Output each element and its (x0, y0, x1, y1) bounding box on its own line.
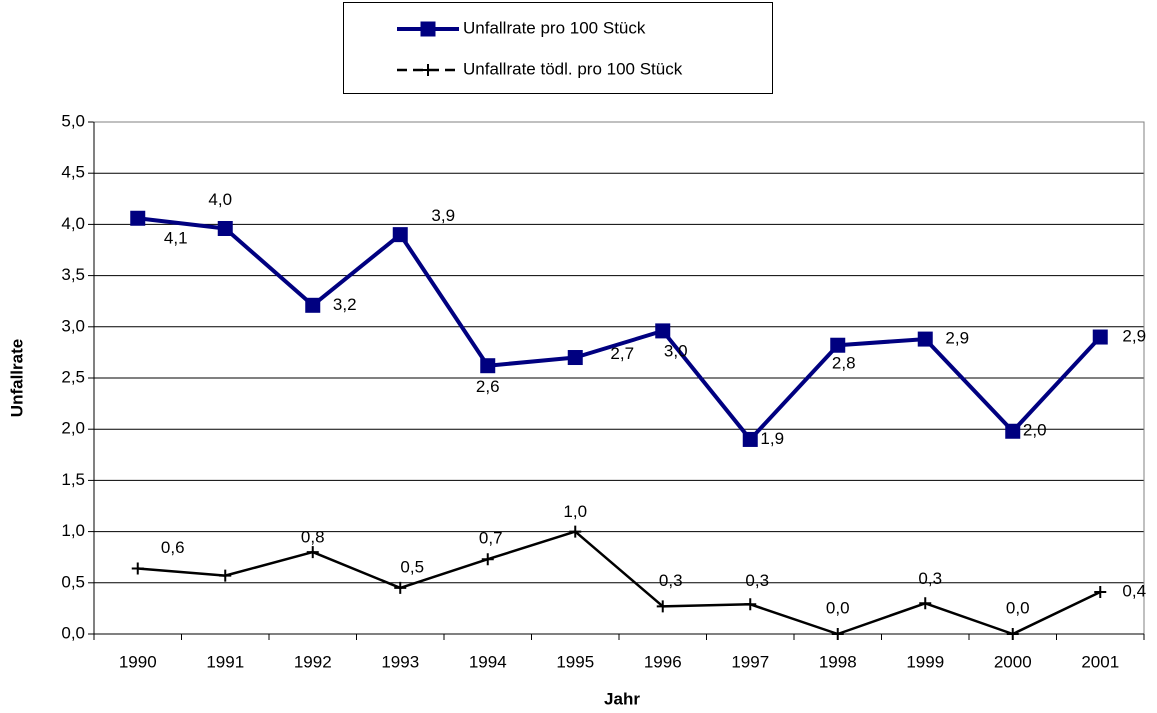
legend-label: Unfallrate pro 100 Stück (463, 18, 646, 37)
data-point (655, 323, 671, 339)
y-tick-label: 2,0 (61, 419, 85, 438)
legend-label: Unfallrate tödl. pro 100 Stück (463, 59, 683, 78)
data-point (1092, 329, 1108, 345)
x-tick-label: 1996 (644, 652, 682, 671)
data-point (306, 546, 319, 559)
x-tick-label: 1998 (819, 652, 857, 671)
data-point (394, 581, 407, 594)
x-tick-label: 1999 (906, 652, 944, 671)
y-tick-label: 4,5 (61, 163, 85, 182)
data-label: 0,6 (161, 538, 185, 557)
legend-box (343, 2, 773, 94)
data-label: 0,0 (1006, 598, 1030, 617)
y-tick-label: 4,0 (61, 214, 85, 233)
x-tick-label: 1992 (294, 652, 332, 671)
data-point (742, 431, 758, 447)
data-label: 2,7 (610, 344, 634, 363)
series-line (137, 216, 1102, 442)
y-tick-label: 1,5 (61, 470, 85, 489)
data-point (130, 210, 146, 226)
y-tick-label: 2,5 (61, 367, 85, 386)
data-point (656, 600, 669, 613)
data-label: 1,9 (760, 429, 784, 448)
data-point (1094, 586, 1107, 599)
x-tick-label: 1990 (119, 652, 157, 671)
data-label: 0,0 (826, 598, 850, 617)
data-point (219, 569, 232, 582)
x-tick-label: 1991 (206, 652, 244, 671)
data-point (1006, 628, 1019, 640)
data-label: 0,5 (400, 557, 424, 576)
y-tick-label: 3,0 (61, 316, 85, 335)
data-point (480, 358, 496, 374)
data-label: 2,9 (945, 329, 969, 348)
legend-marker (422, 64, 434, 76)
data-label: 0,4 (1122, 582, 1146, 601)
data-label: 3,9 (431, 206, 455, 225)
x-tick-label: 1997 (731, 652, 769, 671)
data-point (392, 227, 408, 243)
data-point (131, 562, 144, 575)
data-point (567, 350, 583, 366)
data-point (830, 337, 846, 353)
data-point (919, 597, 932, 610)
y-axis-title: Unfallrate (7, 339, 26, 417)
x-axis-title: Jahr (604, 689, 640, 708)
data-point (831, 628, 844, 640)
data-point (569, 525, 582, 538)
series-line (137, 530, 1101, 636)
data-label: 0,3 (918, 569, 942, 588)
x-tick-label: 1995 (556, 652, 594, 671)
data-label: 3,2 (333, 295, 357, 314)
data-label: 1,0 (563, 502, 587, 521)
y-tick-label: 0,0 (61, 623, 85, 642)
x-tick-label: 2000 (994, 652, 1032, 671)
data-label: 3,0 (664, 341, 688, 360)
y-tick-label: 5,0 (61, 111, 85, 130)
legend-marker (420, 21, 436, 37)
data-label: 0,3 (745, 571, 769, 590)
x-tick-label: 1993 (381, 652, 419, 671)
data-label: 0,8 (301, 528, 325, 547)
data-point (917, 331, 933, 347)
data-point (217, 220, 233, 236)
data-label: 2,8 (832, 354, 856, 373)
data-label: 4,0 (208, 190, 232, 209)
data-label: 0,3 (659, 571, 683, 590)
data-label: 2,9 (1122, 327, 1146, 346)
y-tick-label: 0,5 (61, 572, 85, 591)
y-tick-label: 1,0 (61, 521, 85, 540)
x-tick-label: 2001 (1081, 652, 1119, 671)
y-tick-label: 3,5 (61, 265, 85, 284)
data-label: 4,1 (164, 229, 188, 248)
data-point (481, 553, 494, 566)
data-point (744, 598, 757, 611)
x-tick-label: 1994 (469, 652, 507, 671)
data-point (1005, 423, 1021, 439)
data-label: 0,7 (479, 529, 503, 548)
data-point (305, 297, 321, 313)
data-label: 2,6 (476, 377, 500, 396)
data-label: 2,0 (1023, 421, 1047, 440)
